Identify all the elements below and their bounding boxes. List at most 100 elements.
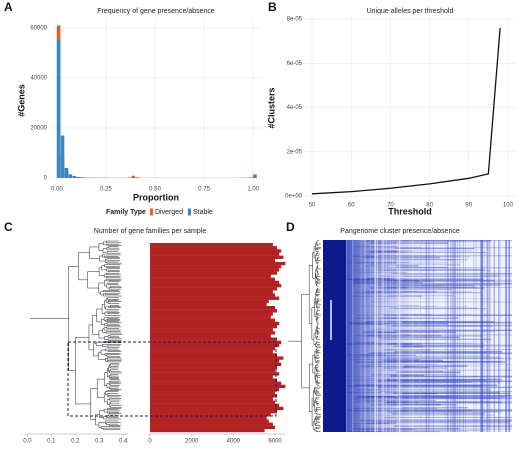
heatmap-row [352,427,460,430]
heatmap-row [392,413,485,415]
heatmap-row [363,330,496,332]
heatmap-col [508,240,510,432]
bar [150,353,278,357]
heatmap-row [395,247,475,250]
heatmap-row [376,269,485,271]
bar [150,356,284,360]
bar [150,337,278,341]
bar [150,258,275,263]
heatmap-row [397,395,512,397]
x-axis-label: Proportion [133,192,179,202]
heatmap-row [358,323,389,325]
heatmap-col [374,240,376,432]
bar [150,277,275,281]
heatmap-row [404,365,468,367]
heatmap-row [356,396,505,398]
heatmap-col [483,240,485,432]
heatmap-col [452,240,454,432]
heatmap-row [364,255,436,257]
x-tick-label: 70 [387,203,394,209]
heatmap-row [354,292,481,294]
heatmap-col [425,240,428,432]
bar [150,306,275,310]
bar [150,400,275,404]
heatmap-col [445,240,447,432]
x-tick-label: 2000 [185,439,199,445]
bar [150,243,273,247]
y-tick-label: 4e-05 [287,105,303,111]
heatmap-col [499,240,501,432]
heatmap-row [381,279,495,282]
heatmap-row [360,251,404,253]
heatmap-row [354,397,502,399]
bar [150,362,282,367]
heatmap-row [384,349,512,350]
heatmap-col [447,240,449,432]
heatmap-row [381,322,402,324]
heatmap-row [394,350,503,353]
bar [150,290,273,294]
heatmap-row [385,402,512,404]
histogram-bar [56,40,61,178]
heatmap-row [388,286,512,288]
bar [150,334,271,338]
chart-title: Unique alleles per threshold [367,8,454,15]
heatmap-row [380,391,512,392]
heatmap-col [473,240,475,432]
bar [150,268,280,272]
histogram-bar [135,177,139,178]
y-axis-label: #Genes [16,84,26,117]
heatmap-row [367,278,395,280]
histogram-bar [64,168,69,178]
bar [150,246,278,250]
heatmap-row [360,419,512,422]
bar [150,346,275,351]
heatmap-row [391,343,484,345]
heatmap-col [396,240,398,432]
heatmap-col [360,240,362,432]
histogram-bar [80,177,84,178]
heatmap-col [482,240,483,432]
bar [150,403,280,407]
x-tick-label: 50 [309,203,316,209]
heatmap-row [382,314,512,317]
heatmap-row [358,272,408,273]
heatmap-row [382,288,452,291]
heatmap-col [482,240,483,432]
heatmap-col [481,240,483,432]
heatmap-row [357,389,491,391]
heatmap-row [351,397,497,399]
heatmap-row [364,422,389,425]
heatmap-row [395,371,461,373]
heatmap-row [395,381,473,383]
heatmap-col [508,240,510,432]
x-tick-label: 0.50 [149,187,161,193]
heatmap-col [498,240,500,432]
heatmap-row [353,334,383,336]
heatmap-col [425,240,427,432]
heatmap-row [386,325,493,327]
heatmap-row [365,320,494,323]
heatmap-col [480,240,482,432]
dashed-box [67,341,277,417]
heatmap-col [346,240,348,432]
bar [150,378,278,382]
bar [150,249,282,253]
heatmap-col [400,240,402,432]
chart-title: Number of gene families per sample [94,228,207,235]
panel-label: A [4,0,13,14]
heatmap-row [354,384,498,387]
heatmap-row [397,267,448,269]
heatmap-col [480,240,482,432]
dendrogram-tick-label: 0.0 [23,439,32,445]
x-tick-label: 4000 [227,439,241,445]
bar [150,391,275,395]
heatmap-col [505,240,507,432]
bar [150,324,278,329]
heatmap-col [409,240,411,432]
heatmap-row [402,321,512,324]
dendrogram-tick-label: 0.1 [47,439,56,445]
heatmap-col [385,240,387,432]
heatmap-row [382,278,484,280]
bar [150,318,275,322]
